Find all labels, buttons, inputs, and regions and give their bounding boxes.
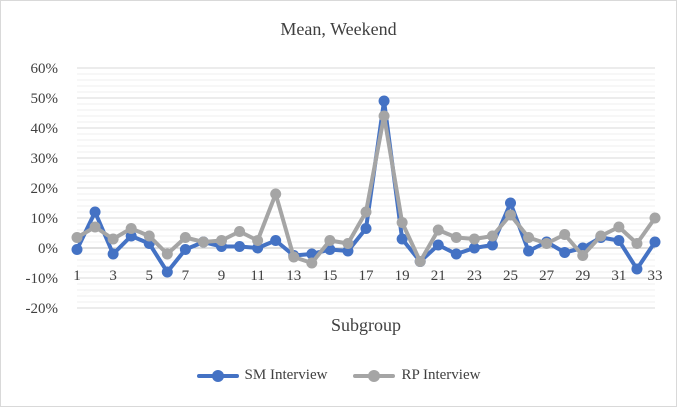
data-point-rp — [270, 188, 282, 200]
data-point-rp — [234, 226, 246, 237]
data-point-rp — [360, 206, 372, 218]
y-tick-label: 50% — [31, 91, 59, 107]
legend-item-sm: SM Interview — [196, 367, 328, 384]
data-point-sm — [234, 241, 246, 252]
x-tick-label: 29 — [575, 268, 590, 284]
data-point-rp — [468, 233, 480, 245]
data-point-sm — [179, 244, 191, 255]
x-tick-label: 13 — [286, 268, 301, 284]
x-tick-label: 3 — [109, 268, 117, 284]
data-point-sm — [71, 244, 83, 255]
data-point-sm — [378, 95, 390, 107]
series-rp — [71, 110, 661, 269]
y-tick-label: 40% — [31, 121, 59, 137]
data-point-rp — [432, 224, 444, 236]
data-point-sm — [505, 197, 516, 209]
data-point-rp — [577, 250, 589, 261]
data-point-rp — [216, 235, 227, 246]
y-tick-label: 30% — [31, 151, 59, 167]
data-point-sm — [450, 248, 462, 260]
x-tick-label: 9 — [218, 268, 226, 284]
x-tick-label: 31 — [611, 268, 626, 284]
data-point-rp — [324, 235, 336, 246]
data-point-rp — [143, 230, 155, 242]
y-tick-label: -10% — [26, 271, 59, 287]
data-point-rp — [107, 233, 119, 245]
data-point-rp — [523, 232, 535, 243]
x-tick-label: 5 — [146, 268, 154, 284]
data-point-rp — [505, 209, 516, 221]
data-point-rp — [649, 212, 661, 224]
x-tick-label: 33 — [648, 268, 663, 284]
data-point-rp — [595, 230, 607, 242]
series-line-sm — [75, 99, 657, 274]
data-point-rp — [613, 221, 625, 233]
y-tick-label: 20% — [31, 181, 59, 197]
data-point-rp — [288, 251, 300, 263]
legend: SM Interview RP Interview — [1, 367, 676, 384]
data-point-rp — [541, 238, 553, 249]
data-point-rp — [486, 230, 498, 242]
legend-label-sm: SM Interview — [244, 367, 328, 383]
data-point-rp — [414, 256, 426, 267]
data-point-rp — [197, 236, 209, 248]
y-tick-label: 10% — [31, 211, 59, 227]
data-point-rp — [450, 232, 462, 243]
data-point-sm — [432, 239, 444, 251]
data-point-rp — [125, 223, 137, 234]
data-point-sm — [107, 248, 119, 260]
data-point-rp — [89, 221, 101, 233]
data-point-rp — [631, 238, 643, 249]
x-tick-label: 21 — [431, 268, 446, 284]
x-axis-title: Subgroup — [331, 315, 401, 335]
data-point-sm — [631, 263, 643, 275]
data-point-rp — [161, 248, 173, 260]
data-point-rp — [252, 235, 264, 246]
data-point-sm — [468, 242, 480, 254]
series-line-rp — [75, 114, 657, 265]
data-point-sm — [649, 236, 661, 248]
data-point-sm — [360, 223, 372, 234]
data-point-sm — [161, 266, 173, 278]
data-point-rp — [396, 217, 408, 228]
data-point-rp — [378, 110, 390, 122]
y-tick-label: 60% — [31, 61, 59, 77]
data-point-rp — [306, 257, 318, 269]
data-point-sm — [613, 235, 625, 246]
series-sm — [71, 95, 661, 278]
legend-swatch-sm — [196, 369, 239, 382]
legend-label-rp: RP Interview — [401, 367, 481, 383]
x-tick-label: 19 — [395, 268, 410, 284]
data-point-sm — [559, 247, 571, 258]
legend-item-rp: RP Interview — [353, 367, 480, 384]
x-tick-label: 15 — [322, 268, 337, 284]
data-point-sm — [523, 245, 535, 257]
data-point-sm — [486, 239, 498, 251]
x-tick-label: 23 — [467, 268, 482, 284]
x-tick-label: 1 — [73, 268, 81, 284]
data-point-rp — [71, 232, 83, 243]
y-tick-label: -20% — [26, 301, 59, 317]
x-tick-label: 27 — [539, 268, 555, 284]
x-tick-label: 17 — [359, 268, 375, 284]
chart-title: Mean, Weekend — [280, 19, 397, 39]
data-point-rp — [559, 229, 571, 240]
data-point-rp — [179, 232, 191, 243]
data-point-rp — [342, 238, 354, 249]
data-point-sm — [270, 235, 282, 246]
y-tick-label: 0% — [38, 241, 58, 257]
data-point-sm — [89, 206, 101, 218]
data-point-sm — [396, 233, 408, 245]
x-tick-label: 7 — [182, 268, 190, 284]
x-tick-label: 25 — [503, 268, 518, 284]
legend-swatch-rp — [353, 369, 396, 382]
x-tick-label: 11 — [250, 268, 264, 284]
